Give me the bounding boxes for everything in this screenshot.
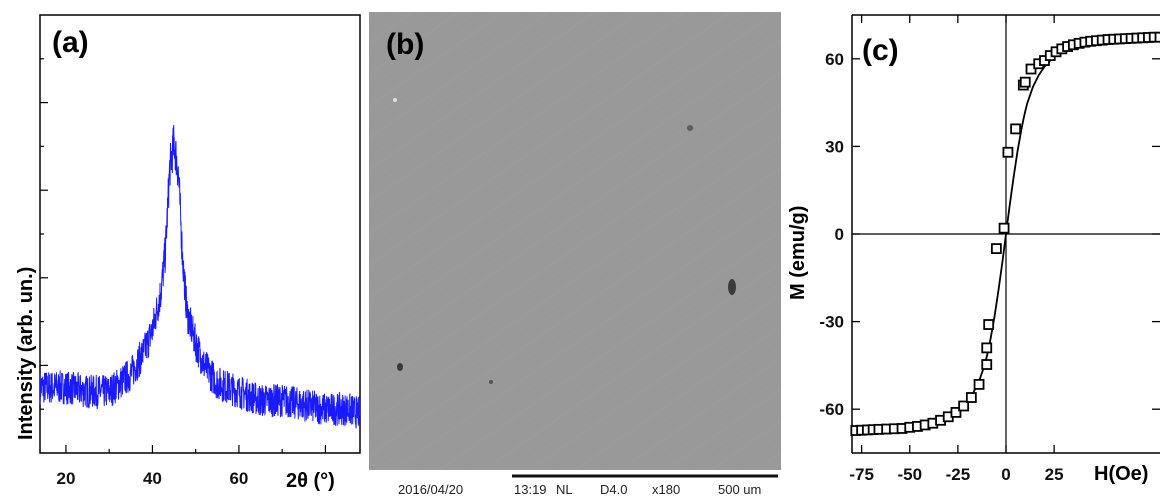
sem-scale-label: 500 um	[718, 482, 761, 497]
panel-c-hysteresis-chart: -60 -30 0 30 60 -75 -50 -25 0 25 (c) M (emu/g) H(…	[787, 14, 1160, 485]
panel-c-ylabel: M (emu/g)	[787, 206, 809, 300]
sem-time: 13:19	[514, 482, 547, 497]
panel-a-xlabel: 2θ (°)	[286, 470, 335, 492]
panel-c-label: (c)	[862, 34, 899, 67]
sem-particle	[687, 125, 693, 131]
panel-c-marker	[983, 319, 995, 330]
panel-c-y-tick-label: 0	[835, 225, 844, 244]
panel-a-x-tick-label: 60	[229, 469, 248, 488]
panel-c-marker	[958, 400, 970, 412]
panel-c-y-tick-label: 60	[825, 50, 844, 69]
panel-c-x-tick-label: 25	[1045, 465, 1064, 484]
sem-image-scratches	[369, 12, 781, 470]
sem-particle	[397, 363, 403, 371]
panel-a-x-tick-label: 40	[143, 469, 162, 488]
panel-c-marker	[990, 243, 1002, 255]
panel-c-marker	[981, 342, 993, 354]
panel-c-x-tick-label: -50	[897, 465, 922, 484]
panel-c-marker	[998, 222, 1010, 234]
panel-a-series-line	[39, 125, 361, 429]
panel-c-y-tick-label: -30	[819, 313, 844, 332]
panel-c-marker	[950, 407, 962, 418]
panel-c-marker	[965, 392, 977, 403]
panel-a-ylabel: Intensity (arb. un.)	[15, 267, 37, 440]
sem-magnification: x180	[652, 482, 680, 497]
panel-c-ticks: -60 -30 0 30 60 -75 -50 -25 0 25	[819, 15, 1160, 484]
panel-c-x-tick-label: -25	[946, 465, 971, 484]
sem-particle	[489, 380, 493, 384]
panel-b-sem-image: (b) 2016/04/20 13:19 NL D4.0 x180 500 um	[369, 12, 781, 497]
panel-c-marker	[1019, 76, 1031, 88]
panel-c-marker	[981, 359, 993, 370]
sem-date: 2016/04/20	[398, 482, 463, 497]
sem-detector: D4.0	[600, 482, 627, 497]
panel-c-marker	[1010, 123, 1022, 135]
panel-c-xlabel: H(Oe)	[1094, 463, 1148, 485]
panel-c-x-tick-label: 0	[1001, 465, 1010, 484]
sem-mode: NL	[556, 482, 573, 497]
panel-c-marker	[973, 378, 985, 390]
panel-c-x-tick-label: -75	[849, 465, 874, 484]
panel-c-marker	[1002, 146, 1014, 158]
panel-c-y-tick-label: -60	[819, 400, 844, 419]
panel-c-y-tick-label: 30	[825, 137, 844, 156]
panel-a-x-tick-label: 20	[56, 469, 75, 488]
panel-a-label: (a)	[52, 26, 89, 59]
panel-b-label: (b)	[386, 28, 424, 61]
sem-particle	[728, 279, 736, 295]
panel-c-markers	[850, 31, 1160, 436]
sem-particle	[393, 98, 397, 102]
panel-a-ticks: 20 40 60	[40, 58, 327, 488]
panel-a-xrd-chart: 20 40 60 (a) Intensity (arb. un.) 2θ (°)	[15, 14, 361, 492]
panel-c-marker	[1154, 31, 1160, 43]
